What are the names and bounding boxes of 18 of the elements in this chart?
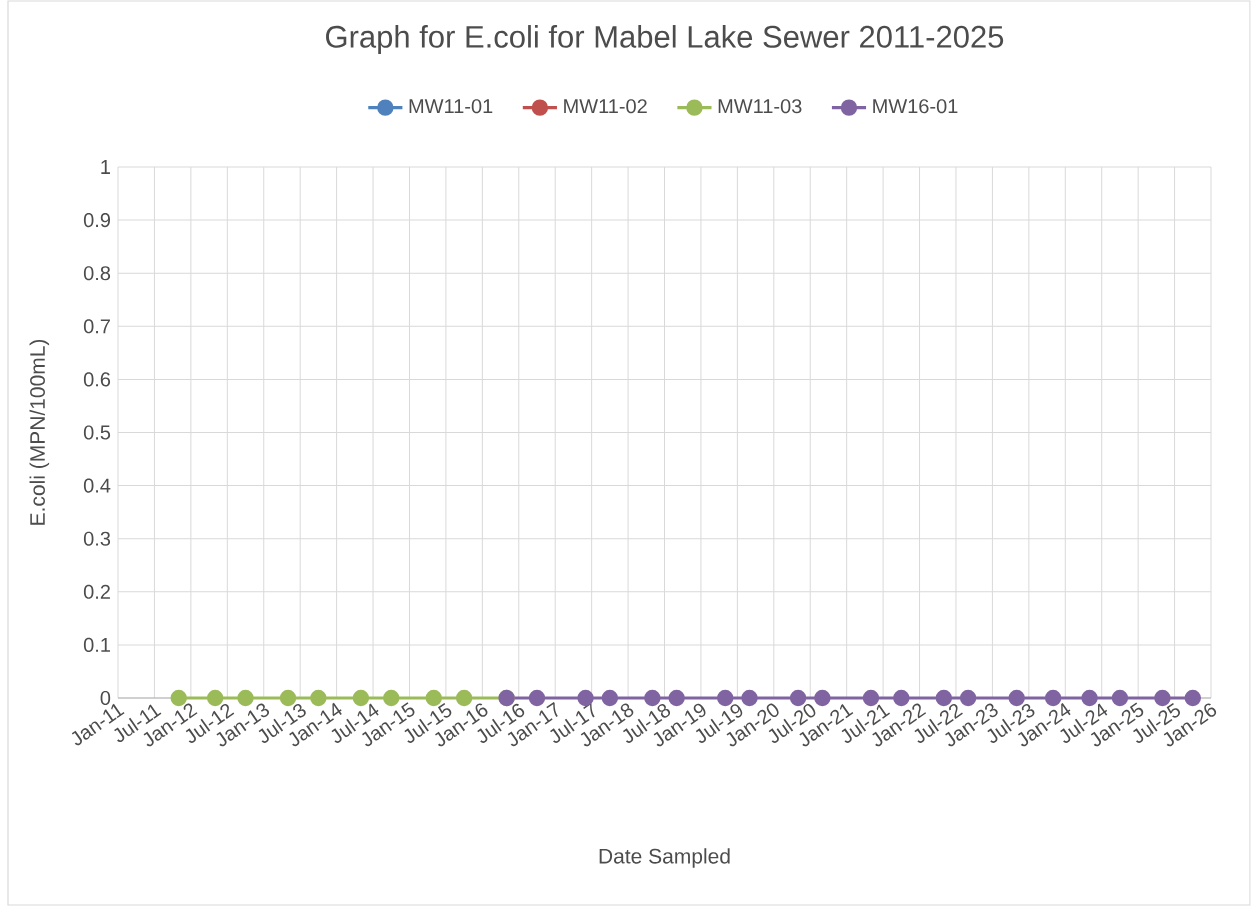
y-tick-label: 0.7	[83, 319, 110, 334]
x-axis-title: Date Sampled	[599, 848, 730, 868]
legend-label: MW11-01	[409, 99, 493, 114]
y-tick-label: 0.2	[83, 584, 110, 599]
chart-title: Graph for E.coli for Mabel Lake Sewer 2011-2025	[326, 25, 1004, 54]
y-tick-label: 0.8	[83, 266, 111, 281]
legend-label: MW16-01	[873, 99, 958, 114]
legend-label: MW11-03	[718, 99, 802, 114]
y-tick-label: 0.5	[83, 425, 111, 440]
legend-label: MW11-02	[564, 99, 647, 114]
y-tick-label: 0.1	[83, 637, 110, 652]
y-tick-label: 0.9	[83, 213, 111, 228]
y-tick-label: 0.3	[83, 531, 111, 546]
y-tick-label: 0	[100, 690, 111, 706]
y-tick-label: 0.4	[83, 478, 111, 493]
y-tick-label: 0.6	[83, 372, 111, 387]
y-axis-title: E.coli (MPN/100mL)	[29, 339, 50, 525]
y-tick-label: 1	[101, 160, 110, 174]
